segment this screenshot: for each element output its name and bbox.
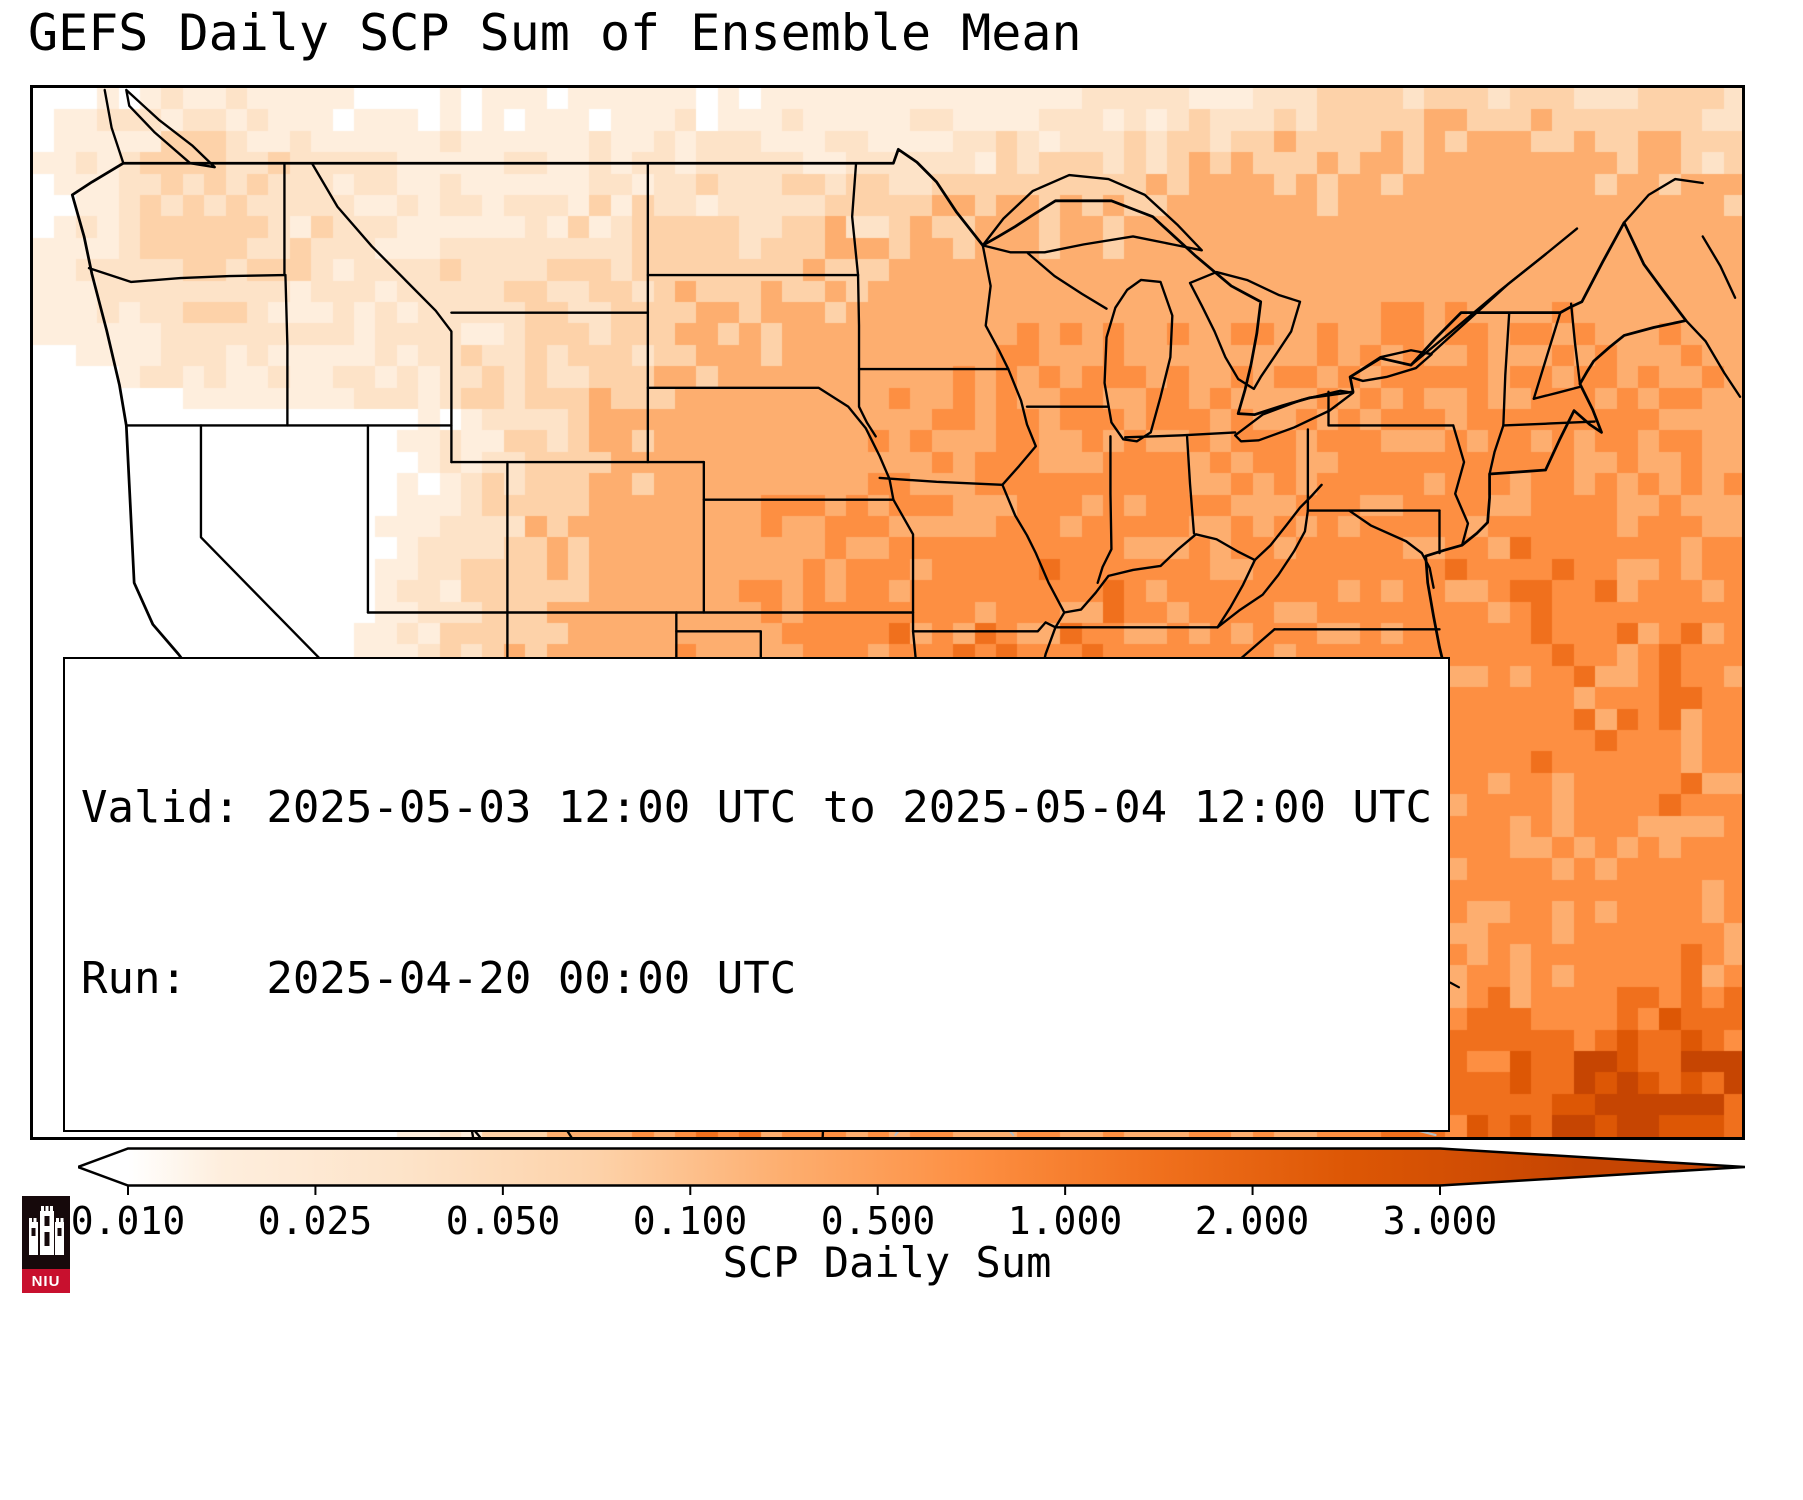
colorbar-tick-label: 1.000 bbox=[1007, 1199, 1123, 1243]
colorbar-tick-label: 0.025 bbox=[257, 1199, 373, 1243]
niu-wordmark: NIU bbox=[22, 1269, 70, 1293]
colorbar-tick-label: 2.000 bbox=[1194, 1199, 1310, 1243]
colorbar-title: SCP Daily Sum bbox=[722, 1238, 1052, 1287]
colorbar-tick-label: 0.500 bbox=[820, 1199, 936, 1243]
figure-title: GEFS Daily SCP Sum of Ensemble Mean bbox=[28, 4, 1082, 62]
niu-castle-icon bbox=[22, 1196, 70, 1269]
colorbar-tick-label: 0.010 bbox=[70, 1199, 186, 1243]
colorbar-bar bbox=[78, 1147, 1745, 1195]
valid-line: Valid: 2025-05-03 12:00 UTC to 2025-05-0… bbox=[81, 781, 1433, 833]
colorbar-tick-label: 0.050 bbox=[445, 1199, 561, 1243]
map-figure: Valid: 2025-05-03 12:00 UTC to 2025-05-0… bbox=[30, 85, 1745, 1140]
niu-logo: NIU bbox=[22, 1196, 70, 1293]
valid-run-box: Valid: 2025-05-03 12:00 UTC to 2025-05-0… bbox=[63, 656, 1451, 1132]
colorbar-tick-label: 0.100 bbox=[632, 1199, 748, 1243]
colorbar: 0.010 0.025 0.050 0.100 0.500 1.000 2.00… bbox=[71, 1147, 1745, 1287]
colorbar-tick-label: 3.000 bbox=[1382, 1199, 1498, 1243]
run-line: Run: 2025-04-20 00:00 UTC bbox=[81, 953, 797, 1005]
